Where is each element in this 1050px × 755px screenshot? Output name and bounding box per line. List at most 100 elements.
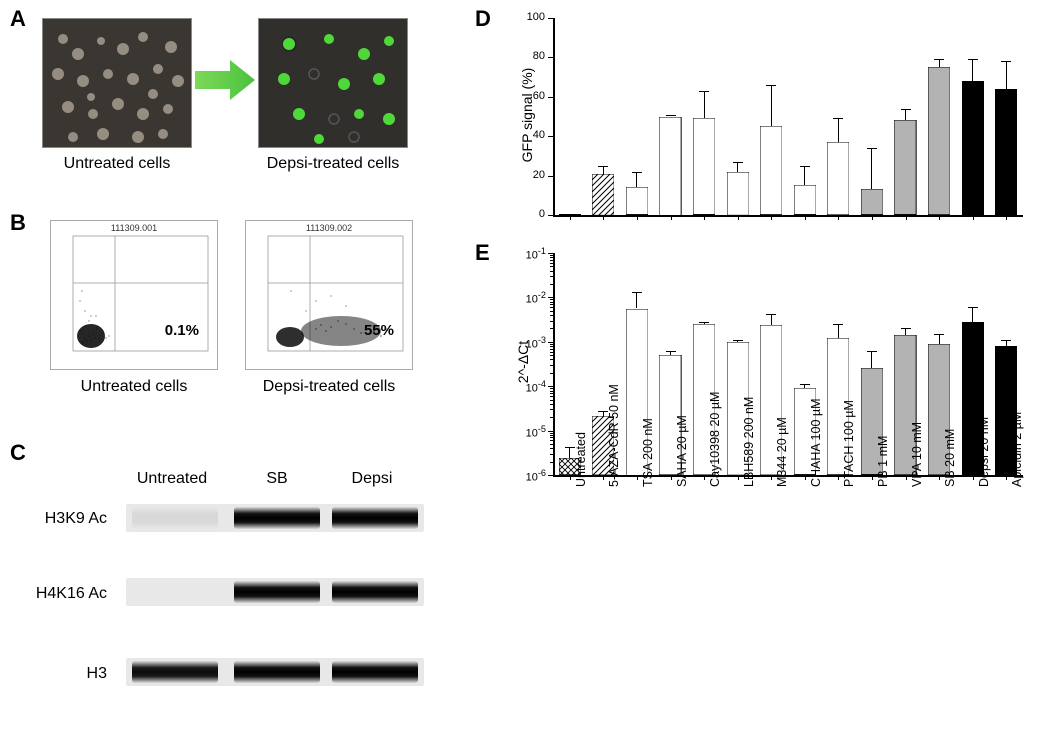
arrow-icon xyxy=(190,55,260,105)
error-bar xyxy=(871,351,872,369)
y-minor-tick xyxy=(550,400,553,401)
y-minor-tick xyxy=(550,352,553,353)
error-cap xyxy=(666,115,676,116)
y-minor-tick xyxy=(550,365,553,366)
y-minor-tick xyxy=(550,355,553,356)
error-bar xyxy=(939,59,940,67)
wb-band xyxy=(132,661,218,683)
wb-band xyxy=(234,661,320,683)
y-axis-label: 2^-ΔCt xyxy=(515,312,531,412)
wb-band xyxy=(234,507,320,529)
error-bar xyxy=(1006,61,1007,89)
chart-d: 020406080100GFP signal (%) xyxy=(495,10,1025,220)
error-bar xyxy=(636,292,637,308)
y-minor-tick xyxy=(550,271,553,272)
x-tick xyxy=(1006,215,1007,220)
error-bar xyxy=(737,162,738,172)
y-tick xyxy=(548,18,553,19)
error-cap xyxy=(968,307,978,308)
y-tick xyxy=(548,136,553,137)
error-cap xyxy=(833,324,843,325)
error-cap xyxy=(666,351,676,352)
y-tick-label: 10-6 xyxy=(511,468,546,484)
y-minor-tick xyxy=(550,315,553,316)
wb-band xyxy=(332,661,418,683)
category-label: LBH589 200 nM xyxy=(742,397,756,487)
x-tick xyxy=(738,475,739,480)
category-label: VPA 10 mM xyxy=(910,422,924,487)
x-tick xyxy=(939,215,940,220)
error-cap xyxy=(699,322,709,323)
y-tick xyxy=(548,97,553,98)
error-cap xyxy=(632,172,642,173)
bar xyxy=(861,189,883,215)
category-label: Cay10398 20 µM xyxy=(708,392,722,487)
error-bar xyxy=(972,59,973,81)
y-minor-tick xyxy=(550,462,553,463)
western-blot: Untreated SB Depsi H3K9 Ac H4K16 Ac H3 xyxy=(12,470,442,740)
y-minor-tick xyxy=(550,328,553,329)
bar xyxy=(693,118,715,215)
y-minor-tick xyxy=(550,437,553,438)
error-bar xyxy=(569,447,570,458)
y-tick xyxy=(548,386,553,387)
wb-band xyxy=(332,507,418,529)
y-minor-tick xyxy=(550,454,553,455)
error-cap xyxy=(800,384,810,385)
x-tick xyxy=(906,215,907,220)
error-cap xyxy=(867,148,877,149)
category-label: 5-AZA-CdR 50 nM xyxy=(607,384,621,487)
y-minor-tick xyxy=(550,349,553,350)
facs-plot-untreated: 111309.001 0.1% xyxy=(50,220,218,370)
y-axis xyxy=(553,253,555,475)
x-tick xyxy=(603,475,604,480)
y-minor-tick xyxy=(550,417,553,418)
x-tick xyxy=(637,475,638,480)
y-minor-tick xyxy=(550,321,553,322)
category-label: SB 20 mM xyxy=(943,429,957,487)
facs-pct-right: 55% xyxy=(364,322,394,339)
error-cap xyxy=(766,314,776,315)
error-cap xyxy=(800,166,810,167)
x-tick xyxy=(570,215,571,220)
x-tick xyxy=(805,215,806,220)
micrograph-untreated xyxy=(42,18,192,148)
y-minor-tick xyxy=(550,409,553,410)
x-tick xyxy=(704,475,705,480)
error-bar xyxy=(838,324,839,339)
y-tick-label: 10-5 xyxy=(511,424,546,440)
error-cap xyxy=(968,59,978,60)
caption-b-right: Depsi-treated cells xyxy=(245,378,413,396)
y-tick xyxy=(548,475,553,476)
y-tick-label: 10-2 xyxy=(511,290,546,306)
y-minor-tick xyxy=(550,260,553,261)
wb-lane-sb: SB xyxy=(237,470,317,488)
y-tick xyxy=(548,431,553,432)
x-tick xyxy=(838,215,839,220)
y-minor-tick xyxy=(550,393,553,394)
x-tick xyxy=(704,215,705,220)
y-minor-tick xyxy=(550,444,553,445)
error-cap xyxy=(1001,61,1011,62)
y-minor-tick xyxy=(550,311,553,312)
y-minor-tick xyxy=(550,304,553,305)
error-cap xyxy=(1001,340,1011,341)
category-label: TSA 200 nM xyxy=(641,418,655,487)
wb-row-h4k16: H4K16 Ac xyxy=(12,585,107,603)
error-bar xyxy=(972,307,973,322)
x-tick xyxy=(671,475,672,480)
chart-e: 10-610-510-410-310-210-12^-ΔCtUntreated5… xyxy=(495,245,1025,480)
error-cap xyxy=(733,340,743,341)
wb-band xyxy=(234,581,320,603)
y-tick-label: 10-1 xyxy=(511,246,546,262)
y-tick-label: 100 xyxy=(515,11,545,23)
category-label: M344 20 µM xyxy=(775,417,789,487)
y-minor-tick xyxy=(550,396,553,397)
x-tick xyxy=(906,475,907,480)
y-minor-tick xyxy=(550,257,553,258)
error-bar xyxy=(771,85,772,126)
wb-row-h3: H3 xyxy=(12,665,107,683)
x-tick xyxy=(838,475,839,480)
panel-label-e: E xyxy=(475,240,490,266)
x-tick xyxy=(973,215,974,220)
